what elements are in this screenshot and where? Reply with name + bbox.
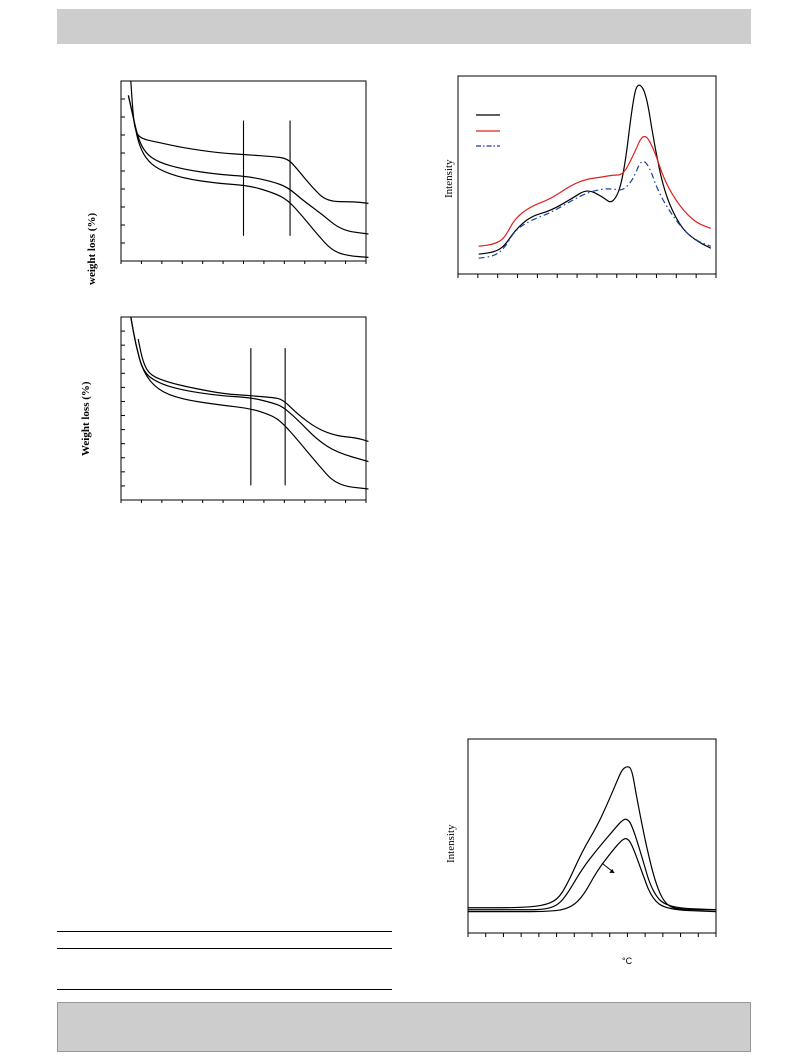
series-line-2 xyxy=(130,316,369,463)
intensity-chart-bottom: Intensity °C xyxy=(440,735,730,975)
series-line-1 xyxy=(137,338,369,443)
table-rule-bottom xyxy=(57,989,392,990)
y-axis-label: Intensity xyxy=(443,159,455,199)
header-band xyxy=(57,9,751,44)
series-line-3 xyxy=(130,316,369,490)
series-line-1 xyxy=(478,84,712,255)
plot-frame xyxy=(467,738,717,934)
footer-band xyxy=(57,1002,751,1052)
series-line-3 xyxy=(127,95,369,258)
tga-chart-bottom: Weight loss (%) xyxy=(80,312,373,512)
series-line-3 xyxy=(467,838,717,913)
annotation-arrow-head xyxy=(609,868,615,873)
intensity-chart-bottom-svg xyxy=(467,738,717,937)
series-line-2 xyxy=(127,95,369,235)
plot-frame xyxy=(120,316,367,501)
y-axis-label: Weight loss (%) xyxy=(80,381,92,456)
tga-chart-top-svg xyxy=(120,80,369,264)
series-line-2 xyxy=(478,135,712,247)
table-rule-mid xyxy=(57,948,392,949)
y-axis-label: Intensity xyxy=(445,824,457,864)
tga-chart-bottom-svg xyxy=(120,316,369,503)
series-line-2 xyxy=(467,818,717,911)
table-rule-top xyxy=(57,931,392,932)
series-line-1 xyxy=(130,80,369,204)
plot-frame xyxy=(457,75,717,275)
intensity-chart-top-svg xyxy=(457,75,717,278)
series-line-3 xyxy=(478,160,712,259)
tga-chart-top: weight loss (%) xyxy=(83,75,373,285)
y-axis-label: weight loss (%) xyxy=(86,212,98,285)
series-line-1 xyxy=(467,766,716,911)
x-axis-label: °C xyxy=(622,956,633,966)
intensity-chart-top: Intensity xyxy=(440,70,730,285)
